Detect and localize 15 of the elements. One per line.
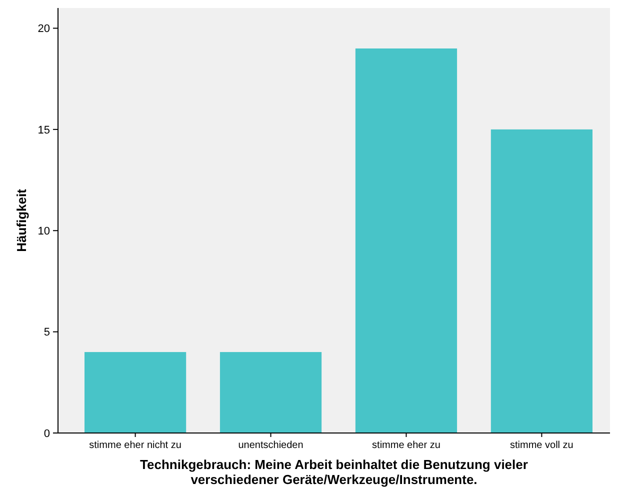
bar [220,352,322,433]
y-tick-label: 20 [38,23,50,36]
x-tick-label: stimme eher nicht zu [89,440,182,451]
x-tick-label: stimme voll zu [510,440,574,451]
bar [84,352,186,433]
y-tick-label: 10 [38,225,50,238]
y-tick-label: 0 [44,428,50,440]
x-tick-label: stimme eher zu [372,440,440,451]
y-tick-label: 15 [38,124,50,136]
y-tick-label: 5 [44,326,50,339]
x-axis-title: Technikgebrauch: Meine Arbeit beinhaltet die Benutzung vieler verschiedener Geräte/Werkzeuge/Instrumente. [140,457,528,487]
x-tick-label: unentschieden [238,440,304,451]
y-axis-title: Häufigkeit [14,188,29,252]
bar [355,48,458,433]
bar [490,129,592,433]
